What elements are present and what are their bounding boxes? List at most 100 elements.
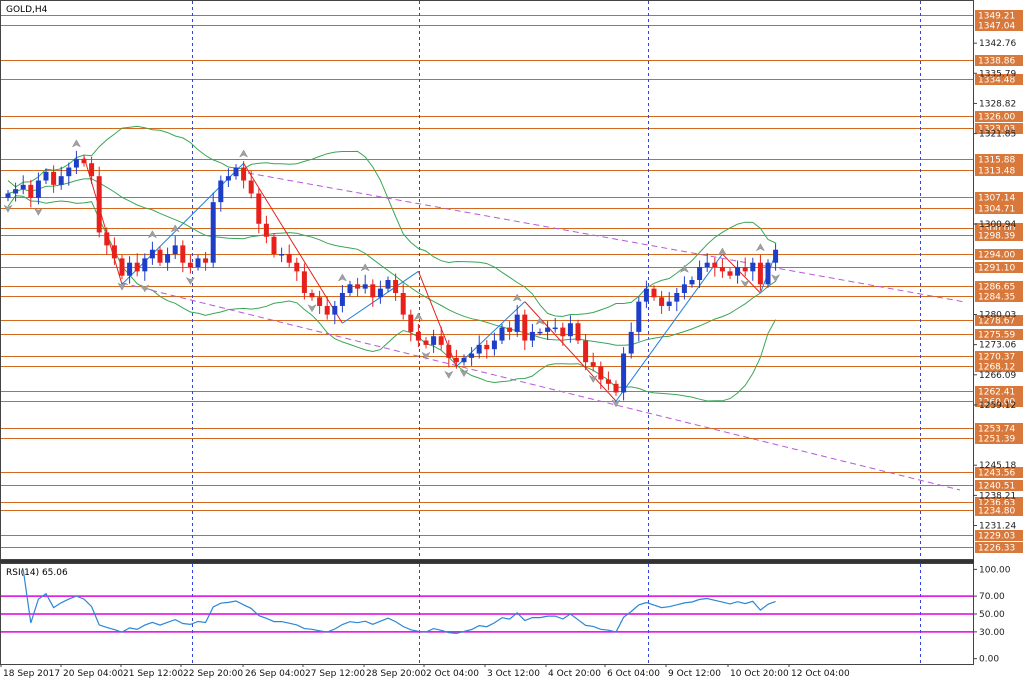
- bull-candle: [537, 331, 543, 334]
- bear-candle: [119, 258, 125, 276]
- price-level-tag-label: 1291.10: [978, 264, 1015, 274]
- bull-candle: [385, 280, 391, 289]
- bear-candle: [590, 362, 596, 367]
- price-level-tag: [975, 361, 1023, 372]
- bear-candle: [256, 193, 262, 224]
- bull-candle: [476, 344, 482, 354]
- fractal-down-arrow: [740, 279, 750, 288]
- price-axis-tick-label: 1259.12: [979, 401, 1016, 411]
- fractal-down-arrow: [140, 284, 150, 293]
- bull-candle: [195, 258, 201, 268]
- price-level-tag-label: 1313.48: [978, 167, 1015, 177]
- price-level-tag: [975, 203, 1023, 214]
- bull-candle: [689, 280, 695, 285]
- price-axis-tick-label: 1280.03: [979, 310, 1016, 320]
- zigzag-segment: [456, 301, 526, 367]
- bear-candle: [712, 262, 718, 268]
- bull-candle: [529, 331, 535, 341]
- bull-candle: [20, 184, 26, 190]
- fractal-up-arrow: [413, 312, 424, 321]
- bull-candle: [643, 288, 649, 302]
- time-axis-label: 4 Oct 20:00: [548, 669, 601, 679]
- price-level-tag-label: 1262.41: [978, 388, 1015, 398]
- price-level-tag: [975, 497, 1023, 508]
- fractal-up-arrow: [337, 273, 348, 282]
- time-axis-label: 6 Oct 04:00: [607, 669, 660, 679]
- bear-candle: [187, 262, 193, 268]
- bull-candle: [628, 331, 634, 354]
- bull-candle: [681, 284, 687, 293]
- bear-candle: [81, 158, 87, 164]
- bull-candle: [545, 327, 551, 332]
- price-level-tag: [975, 315, 1023, 326]
- fractal-down-arrow: [307, 304, 317, 313]
- bear-candle: [727, 271, 733, 276]
- time-axis-label: 20 Sep 04:00: [63, 669, 123, 679]
- bear-candle: [583, 340, 589, 363]
- bear-candle: [309, 292, 315, 298]
- bear-candle: [180, 245, 186, 263]
- price-level-tag-label: 1278.67: [978, 317, 1015, 327]
- bull-candle: [233, 167, 239, 177]
- bull-candle: [43, 171, 49, 181]
- bear-candle: [446, 344, 452, 358]
- price-level-tag-label: 1243.56: [978, 469, 1015, 479]
- price-level-tag-label: 1347.04: [978, 22, 1015, 32]
- bear-candle: [484, 344, 490, 350]
- bear-candle: [301, 271, 307, 293]
- fractal-down-arrow: [588, 374, 598, 383]
- bear-candle: [111, 245, 117, 259]
- price-level-tag-label: 1338.86: [978, 57, 1015, 67]
- price-level-tag-label: 1294.00: [978, 251, 1015, 261]
- price-axis-tick-label: 1300.94: [979, 220, 1016, 230]
- bear-candle: [248, 180, 254, 194]
- price-axis-tick-label: 1238.21: [979, 491, 1016, 501]
- bull-candle: [704, 262, 710, 268]
- bull-candle: [491, 340, 497, 350]
- fractal-up-arrow: [679, 264, 690, 273]
- fractal-down-arrow: [33, 207, 44, 216]
- bear-candle: [651, 288, 657, 298]
- rsi-axis-tick-label: 50.00: [979, 610, 1005, 620]
- fractal-down-arrow: [611, 399, 621, 408]
- zigzag-segment: [243, 162, 343, 324]
- bull-candle: [621, 353, 627, 393]
- bollinger-upper-line: [7, 125, 776, 317]
- price-level-tag-label: 1253.74: [978, 425, 1015, 435]
- price-level-tag: [975, 386, 1023, 397]
- price-level-tag: [975, 423, 1023, 434]
- chart-title: GOLD,H4: [6, 5, 48, 15]
- price-level-tag: [975, 351, 1023, 362]
- trend-channel-upper: [247, 172, 966, 303]
- bear-candle: [575, 323, 581, 341]
- price-level-tag-label: 1326.00: [978, 113, 1015, 123]
- price-level-tag: [975, 223, 1023, 234]
- time-axis-label: 2 Oct 04:00: [426, 669, 479, 679]
- bear-candle: [757, 262, 763, 285]
- price-level-tag: [975, 467, 1023, 478]
- price-level-tag: [975, 10, 1023, 21]
- price-level-tag: [975, 154, 1023, 165]
- bull-candle: [332, 305, 338, 315]
- bull-candle: [127, 262, 133, 276]
- price-level-tag: [975, 111, 1023, 122]
- price-level-tag: [975, 123, 1023, 134]
- bear-candle: [286, 254, 292, 263]
- time-axis-label: 21 Sep 12:00: [123, 669, 183, 679]
- fractal-down-arrow: [770, 274, 781, 283]
- price-level-tag-label: 1226.33: [978, 544, 1015, 554]
- price-level-tag: [975, 20, 1023, 31]
- bear-candle: [203, 258, 209, 263]
- fractal-down-arrow: [421, 351, 431, 360]
- price-level-tag-label: 1268.12: [978, 363, 1015, 373]
- bear-candle: [157, 249, 163, 263]
- price-level-tag: [975, 542, 1023, 553]
- bull-candle: [552, 327, 558, 330]
- price-axis-tick-label: 1231.24: [979, 522, 1016, 532]
- bear-candle: [560, 327, 566, 337]
- price-level-tag-label: 1260.00: [978, 398, 1015, 408]
- bear-candle: [96, 176, 102, 233]
- bear-candle: [613, 383, 619, 393]
